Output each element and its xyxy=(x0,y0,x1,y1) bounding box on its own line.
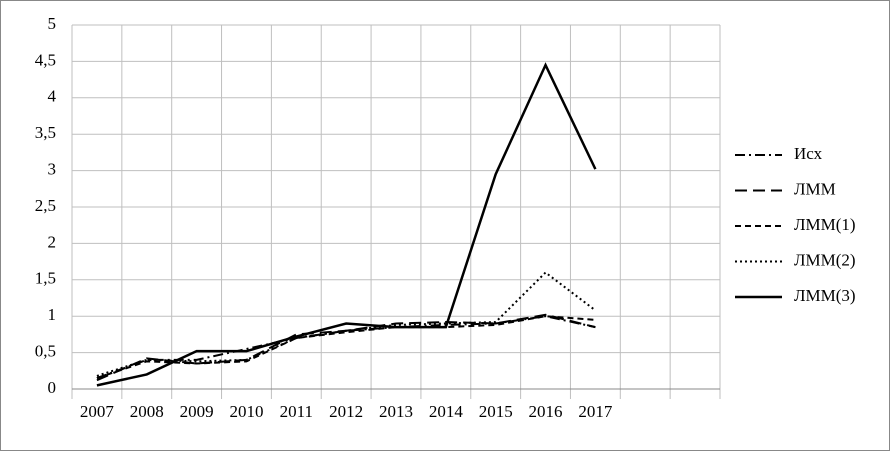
y-tick-label: 5 xyxy=(48,14,57,33)
x-tick-label: 2007 xyxy=(80,402,115,421)
legend-label: ЛММ xyxy=(794,179,836,198)
series-line xyxy=(96,62,597,387)
y-tick-label: 3,5 xyxy=(35,123,56,142)
legend-label: Исх xyxy=(794,144,823,163)
y-tick-label: 0 xyxy=(48,378,57,397)
y-tick-label: 2,5 xyxy=(35,196,56,215)
series-line xyxy=(96,315,596,380)
x-tick-label: 2014 xyxy=(429,402,464,421)
series-line xyxy=(96,271,596,377)
x-tick-label: 2011 xyxy=(280,402,313,421)
x-tick-label: 2012 xyxy=(329,402,363,421)
x-tick-label: 2010 xyxy=(229,402,263,421)
y-tick-label: 1 xyxy=(48,305,57,324)
legend-label: ЛММ(2) xyxy=(794,250,856,269)
y-tick-label: 1,5 xyxy=(35,269,56,288)
legend-label: ЛММ(1) xyxy=(794,215,856,234)
y-tick-label: 0,5 xyxy=(35,342,56,361)
legend-label: ЛММ(3) xyxy=(794,286,856,305)
y-tick-label: 3 xyxy=(48,160,57,179)
x-tick-label: 2016 xyxy=(529,402,563,421)
x-tick-label: 2017 xyxy=(578,402,613,421)
x-tick-label: 2015 xyxy=(479,402,513,421)
x-tick-label: 2009 xyxy=(180,402,214,421)
x-tick-label: 2013 xyxy=(379,402,413,421)
y-tick-label: 2 xyxy=(48,232,57,251)
y-tick-label: 4 xyxy=(48,87,57,106)
y-tick-label: 4,5 xyxy=(35,50,56,69)
x-tick-label: 2008 xyxy=(130,402,164,421)
